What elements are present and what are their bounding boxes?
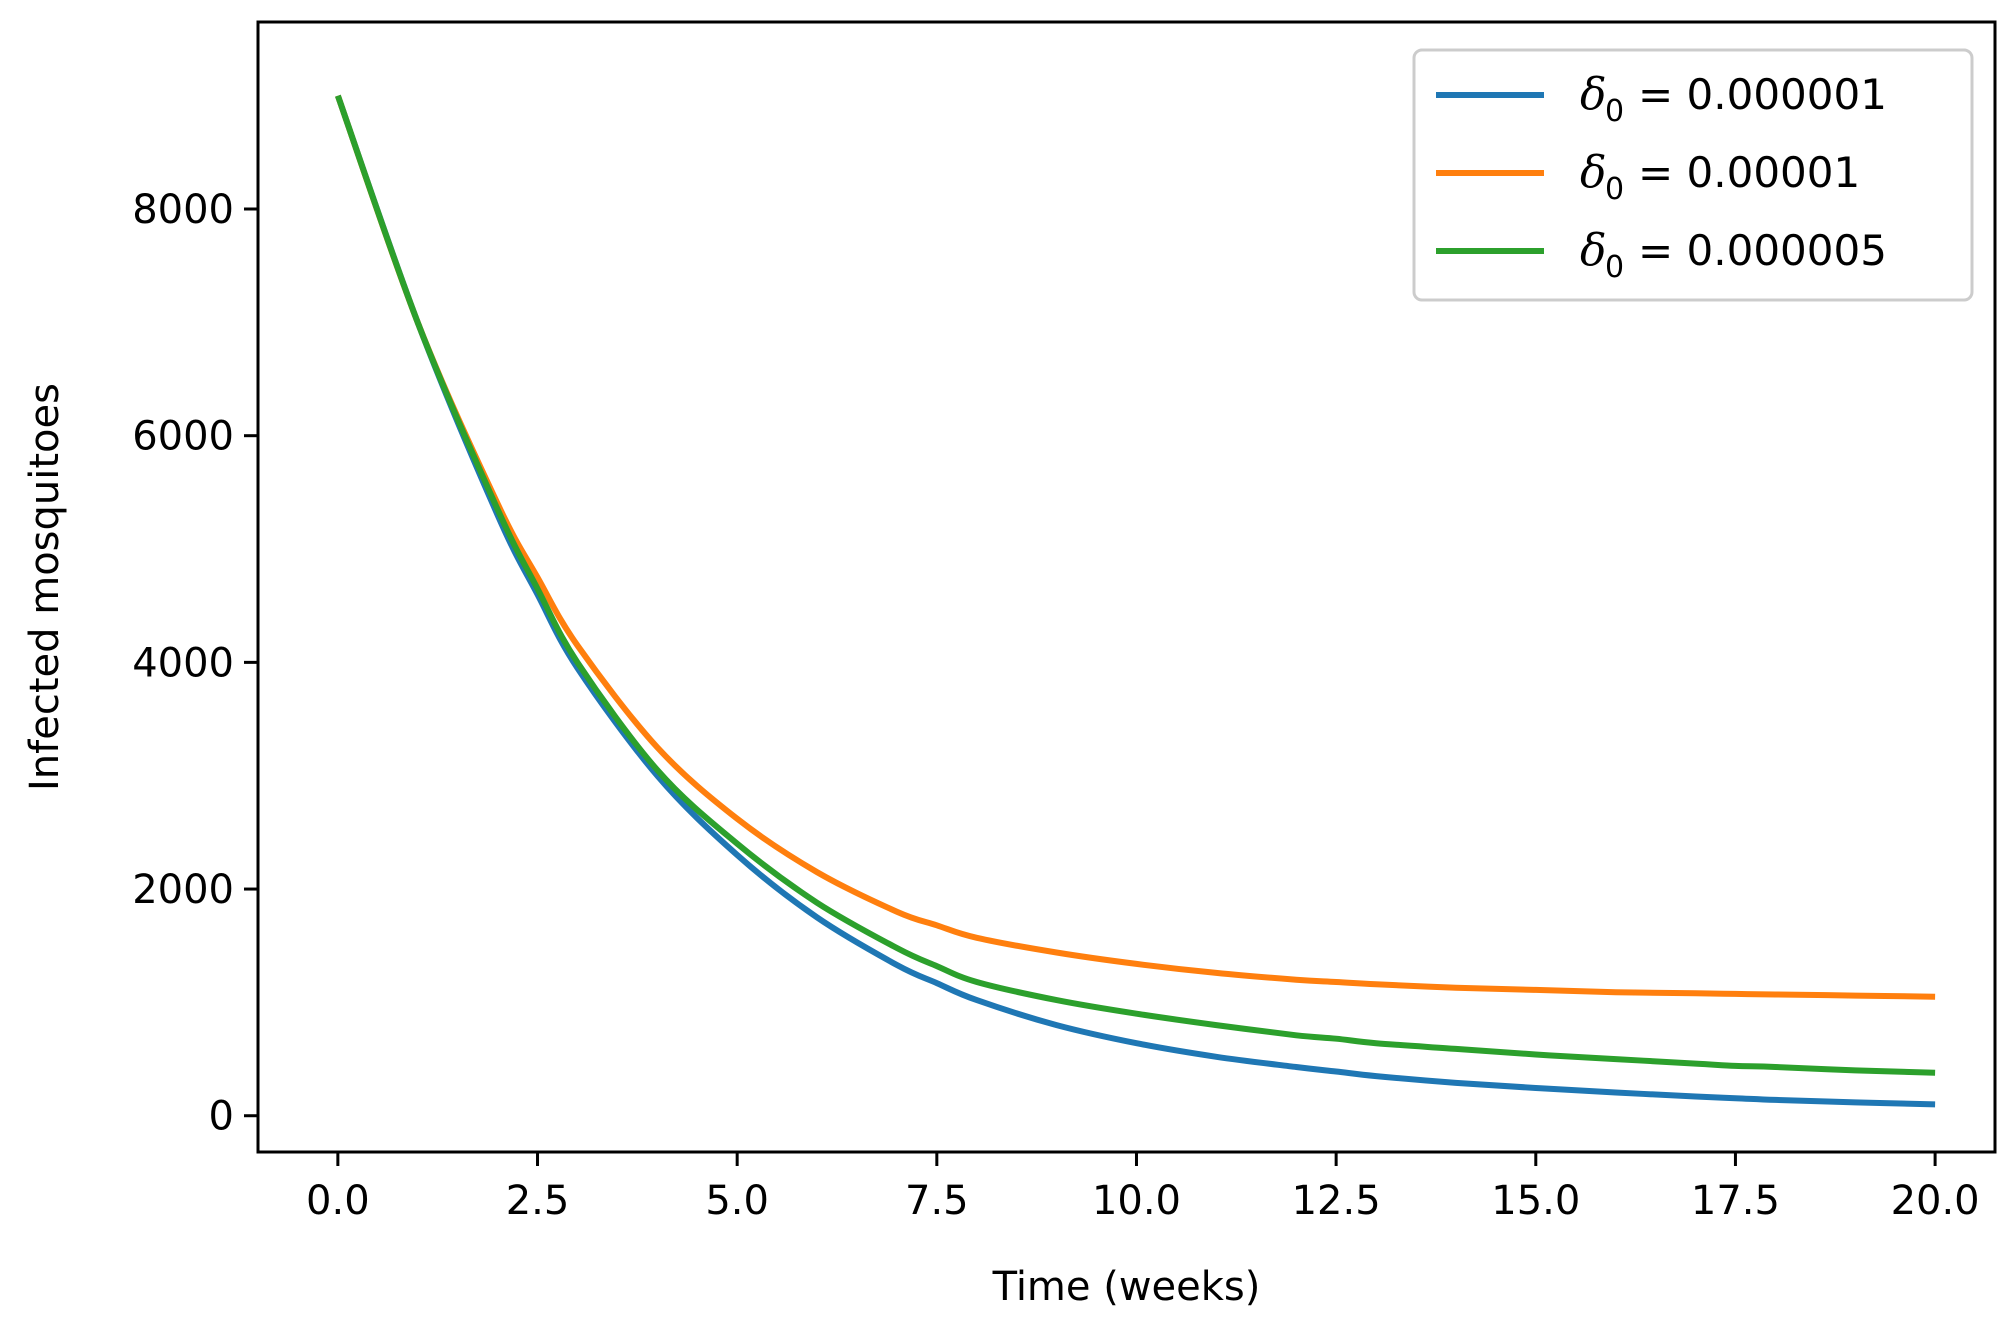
x-tick-label: 10.0 bbox=[1092, 1178, 1181, 1224]
legend-value: = 0.000001 bbox=[1638, 70, 1887, 119]
y-tick-label: 2000 bbox=[132, 867, 234, 913]
y-tick-label: 8000 bbox=[132, 187, 234, 233]
y-axis-label: Infected mosquitoes bbox=[22, 383, 68, 791]
legend-subscript: 0 bbox=[1605, 250, 1624, 285]
x-tick-label: 5.0 bbox=[705, 1178, 769, 1224]
y-tick-label: 6000 bbox=[132, 414, 234, 460]
plot-lines bbox=[335, 94, 1936, 1108]
x-tick-label: 2.5 bbox=[506, 1178, 570, 1224]
x-axis-label: Time (weeks) bbox=[992, 1264, 1261, 1310]
plot-frame bbox=[256, 20, 1997, 1154]
x-tick-label: 15.0 bbox=[1491, 1178, 1580, 1224]
legend-entry: δ0 = 0.000001 bbox=[1580, 69, 1887, 129]
y-tick-label: 4000 bbox=[132, 640, 234, 686]
legend-value: = 0.00001 bbox=[1638, 148, 1860, 197]
y-axis-ticks: 0 2000 4000 6000 8000 bbox=[132, 187, 258, 1140]
series-line-2 bbox=[335, 94, 1936, 1076]
x-tick-label: 12.5 bbox=[1292, 1178, 1381, 1224]
y-tick-label: 0 bbox=[209, 1094, 234, 1140]
legend-value: = 0.000005 bbox=[1638, 226, 1887, 275]
x-axis-ticks: 0.0 2.5 5.0 7.5 10.0 12.5 15.0 17.5 20.0 bbox=[306, 1152, 1980, 1224]
legend-subscript: 0 bbox=[1605, 172, 1624, 207]
x-tick-label: 20.0 bbox=[1891, 1178, 1980, 1224]
x-tick-label: 17.5 bbox=[1691, 1178, 1780, 1224]
legend-subscript: 0 bbox=[1605, 94, 1624, 129]
legend-symbol: δ bbox=[1580, 147, 1607, 198]
legend-box bbox=[1412, 48, 1974, 302]
x-tick-label: 0.0 bbox=[306, 1178, 370, 1224]
legend-entry: δ0 = 0.00001 bbox=[1580, 147, 1860, 207]
legend-symbol: δ bbox=[1580, 69, 1607, 120]
legend-entry: δ0 = 0.000005 bbox=[1580, 225, 1887, 285]
x-tick-label: 7.5 bbox=[905, 1178, 969, 1224]
series-line-1 bbox=[335, 94, 1936, 1000]
legend-symbol: δ bbox=[1580, 225, 1607, 276]
